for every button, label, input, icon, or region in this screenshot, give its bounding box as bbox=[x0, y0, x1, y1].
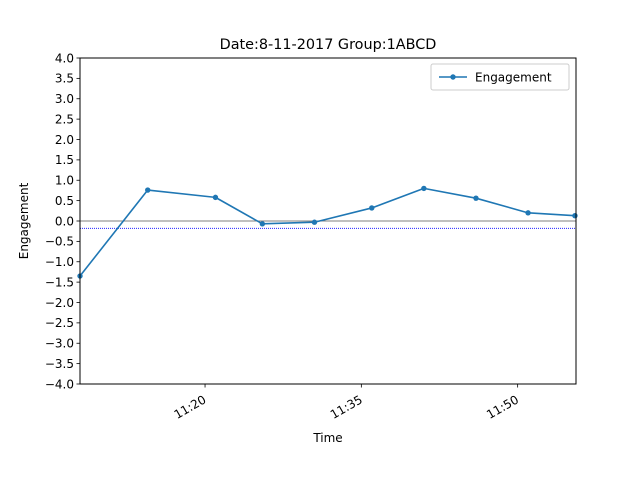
data-point bbox=[212, 194, 219, 201]
y-tick-label: −4.0 bbox=[45, 377, 74, 391]
legend: Engagement bbox=[430, 63, 570, 91]
y-tick-label: 1.5 bbox=[55, 153, 74, 167]
legend-box bbox=[430, 63, 570, 91]
chart-title: Date:8-11-2017 Group:1ABCD bbox=[220, 37, 437, 53]
y-tick-label: 1.0 bbox=[55, 174, 74, 188]
y-tick-label: −2.5 bbox=[45, 316, 74, 330]
legend-label: Engagement bbox=[475, 70, 552, 84]
y-axis: −4.0 −3.5 −3.0 −2.5 −2.0 −1.5 −1.0 −0.5 0.0 0.5 1.… bbox=[45, 51, 80, 391]
y-tick-label: −3.0 bbox=[45, 337, 74, 351]
data-point bbox=[525, 210, 531, 216]
data-point bbox=[369, 205, 375, 211]
x-axis-label: Time bbox=[312, 431, 342, 445]
y-tick-label: 0.0 bbox=[55, 214, 74, 228]
data-point bbox=[259, 221, 266, 227]
series-line-0 bbox=[79, 187, 576, 277]
y-tick-label: −3.5 bbox=[45, 357, 74, 371]
data-point bbox=[572, 213, 578, 219]
y-tick-label: −0.5 bbox=[45, 235, 74, 249]
legend-marker bbox=[450, 74, 456, 80]
y-axis-label: Engagement bbox=[17, 182, 31, 259]
y-tick-label: 3.5 bbox=[55, 72, 74, 86]
y-tick-label: 0.5 bbox=[55, 194, 74, 208]
y-tick-label: −1.5 bbox=[45, 275, 74, 289]
data-point bbox=[145, 187, 151, 193]
data-point bbox=[421, 185, 427, 192]
data-point bbox=[473, 195, 479, 201]
y-tick-label: −2.0 bbox=[45, 296, 74, 310]
data-point bbox=[311, 219, 318, 225]
y-tick-label: 2.5 bbox=[55, 112, 74, 126]
y-tick-label: 3.0 bbox=[55, 92, 74, 106]
y-tick-label: 2.0 bbox=[55, 133, 74, 147]
y-tick-label: 4.0 bbox=[55, 51, 74, 65]
reference-lines bbox=[80, 220, 576, 229]
y-tick-label: −1.0 bbox=[45, 255, 74, 269]
